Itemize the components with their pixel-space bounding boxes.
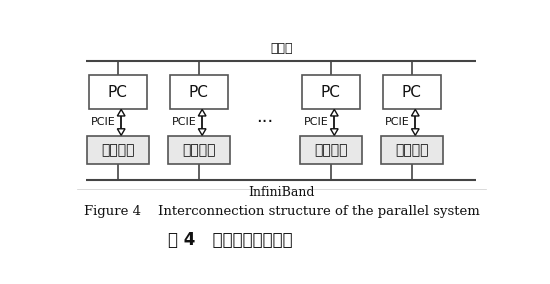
Text: 图 4   并行系统互连结构: 图 4 并行系统互连结构 xyxy=(168,231,293,248)
Bar xyxy=(170,75,228,109)
Text: 流加速器: 流加速器 xyxy=(395,143,428,157)
Bar xyxy=(87,136,148,164)
Text: 流加速器: 流加速器 xyxy=(101,143,135,157)
Text: PCIE: PCIE xyxy=(91,117,116,127)
Text: PCIE: PCIE xyxy=(304,117,329,127)
Polygon shape xyxy=(199,109,206,116)
Bar xyxy=(89,75,146,109)
Polygon shape xyxy=(117,109,125,116)
Text: PC: PC xyxy=(321,85,341,99)
Text: 流加速器: 流加速器 xyxy=(182,143,216,157)
Text: PC: PC xyxy=(108,85,128,99)
Text: 以太网: 以太网 xyxy=(271,42,293,55)
Text: InfiniBand: InfiniBand xyxy=(249,186,315,199)
Polygon shape xyxy=(199,129,206,135)
Polygon shape xyxy=(411,129,419,135)
Bar xyxy=(168,136,230,164)
Bar xyxy=(302,75,360,109)
Text: Figure 4    Interconnection structure of the parallel system: Figure 4 Interconnection structure of th… xyxy=(84,205,480,218)
Text: PCIE: PCIE xyxy=(385,117,410,127)
Polygon shape xyxy=(331,109,338,116)
Polygon shape xyxy=(411,109,419,116)
Text: ...: ... xyxy=(256,108,273,126)
Polygon shape xyxy=(331,129,338,135)
Bar xyxy=(300,136,362,164)
Text: 流加速器: 流加速器 xyxy=(314,143,348,157)
Text: PC: PC xyxy=(189,85,208,99)
Bar xyxy=(381,136,443,164)
Polygon shape xyxy=(117,129,125,135)
Text: PC: PC xyxy=(402,85,422,99)
Bar xyxy=(383,75,441,109)
Text: PCIE: PCIE xyxy=(172,117,197,127)
